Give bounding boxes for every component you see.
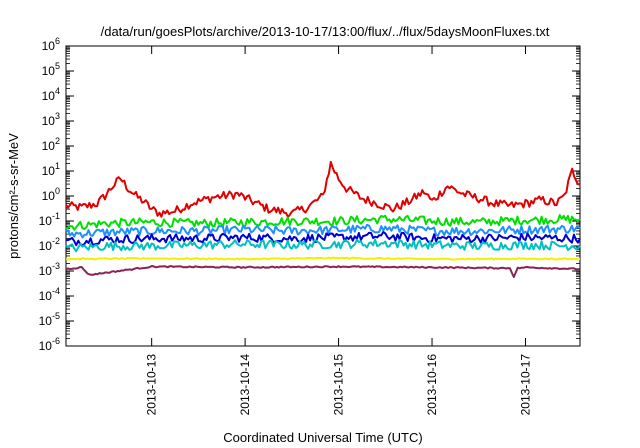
series-line-2 <box>65 214 581 231</box>
y-tick-label: 10-6 <box>39 336 60 353</box>
y-axis: 10-6 10-5 10-4 10-3 10-2 10-1 100 101 102 103 104 1… <box>39 36 580 353</box>
y-tick-label: 106 <box>42 36 60 53</box>
plot-frame <box>65 45 581 347</box>
x-tick-label: 2013-10-16 <box>425 354 439 416</box>
series-line-1 <box>65 160 581 218</box>
y-tick-label: 104 <box>42 86 60 103</box>
y-tick-label: 10-4 <box>39 286 60 303</box>
series-line-7 <box>65 265 581 278</box>
x-tick-label: 2013-10-13 <box>145 354 159 416</box>
y-axis-label: protons/cm²-s-sr-MeV <box>6 133 21 259</box>
series-line-3 <box>65 223 581 239</box>
y-tick-label: 10-3 <box>39 261 60 278</box>
y-tick-label: 101 <box>42 161 60 178</box>
y-tick-label: 102 <box>42 136 60 153</box>
y-tick-label: 103 <box>42 111 60 128</box>
x-tick-label: 2013-10-14 <box>238 354 252 416</box>
series-line-6 <box>65 256 581 261</box>
x-axis-label: Coordinated Universal Time (UTC) <box>223 430 422 445</box>
y-tick-label: 10-5 <box>39 311 60 328</box>
series-line-5 <box>65 238 581 253</box>
x-tick-label: 2013-10-17 <box>518 354 532 416</box>
x-axis: 2013-10-13 2013-10-14 2013-10-15 2013-10-16… <box>145 46 532 416</box>
x-tick-label: 2013-10-15 <box>332 354 346 416</box>
y-tick-label: 10-1 <box>39 211 60 228</box>
series-layer <box>65 160 581 278</box>
y-tick-label: 10-2 <box>39 236 60 253</box>
y-tick-label: 105 <box>42 61 60 78</box>
y-tick-label: 100 <box>42 186 60 203</box>
chart-title: /data/run/goesPlots/archive/2013-10-17/1… <box>101 24 550 39</box>
series-line-4 <box>66 231 581 247</box>
